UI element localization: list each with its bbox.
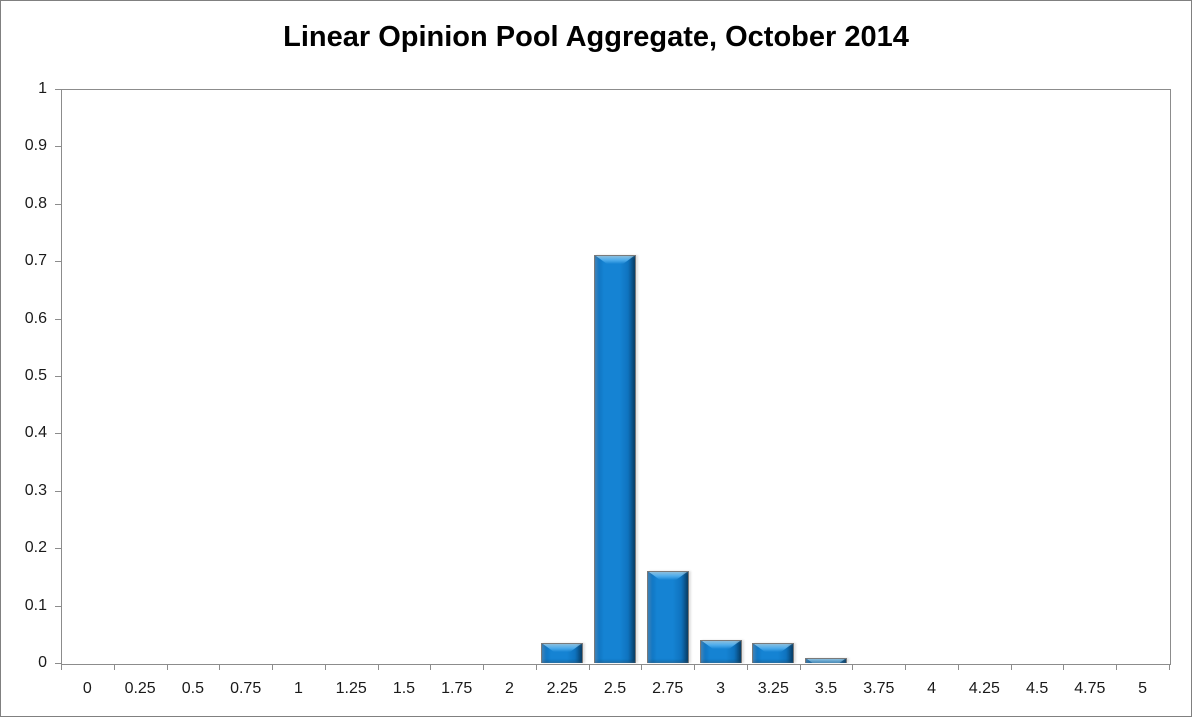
x-axis-tick-mark: [641, 664, 642, 670]
x-axis-tick-mark: [1116, 664, 1117, 670]
y-axis-tick-mark: [55, 663, 61, 664]
x-axis-tick-mark: [430, 664, 431, 670]
x-axis-tick-mark: [219, 664, 220, 670]
x-axis-tick-label: 5: [1138, 680, 1148, 697]
y-axis-tick-label: 0.5: [24, 367, 47, 384]
x-axis-tick-mark: [589, 664, 590, 670]
x-axis-tick-label: 4.5: [1025, 680, 1049, 697]
x-axis-tick-label: 3.75: [863, 680, 895, 697]
x-axis-tick-label: 2.75: [652, 680, 684, 697]
y-axis-tick-mark: [55, 319, 61, 320]
y-axis-tick-label: 0.8: [24, 194, 47, 212]
x-axis-tick-mark: [167, 664, 168, 670]
y-axis-tick-label: 0: [38, 654, 47, 671]
x-axis-tick-label: 1.25: [335, 680, 367, 697]
x-axis-tick-mark: [272, 664, 273, 670]
x-axis-tick-label: 1.5: [392, 680, 416, 697]
bar-2.75: [647, 571, 689, 663]
x-axis-tick-mark: [905, 664, 906, 670]
x-axis-tick-label: 0.75: [230, 680, 262, 697]
y-axis-tick-label: 0.2: [24, 539, 47, 557]
y-axis-tick-mark: [55, 548, 61, 549]
y-axis-tick-mark: [55, 433, 61, 434]
y-axis-tick-label: 1: [38, 80, 47, 97]
x-axis-tick-mark: [325, 664, 326, 670]
x-axis-tick-label: 4.25: [968, 680, 1000, 697]
x-axis-tick-mark: [852, 664, 853, 670]
x-axis-tick-mark: [114, 664, 115, 670]
y-axis-tick-label: 0.3: [24, 481, 47, 499]
x-axis-tick-mark: [378, 664, 379, 670]
x-axis-tick-mark: [747, 664, 748, 670]
x-axis-tick-label: 0.25: [124, 680, 156, 697]
x-axis-tick-label: 0: [82, 680, 92, 697]
y-axis-tick-label: 0.9: [24, 137, 47, 155]
bar-3: [700, 640, 742, 663]
x-axis-tick-label: 3.25: [757, 680, 789, 697]
x-axis-tick-label: 4: [927, 680, 937, 697]
x-axis-tick-mark: [800, 664, 801, 670]
x-axis-tick-label: 1: [293, 680, 303, 697]
bar-3.25: [752, 643, 794, 663]
x-axis-tick-label: 3: [716, 680, 725, 697]
x-axis-tick-mark: [1011, 664, 1012, 670]
x-axis-tick-mark: [694, 664, 695, 670]
x-axis-tick-mark: [61, 664, 62, 670]
x-axis-tick-label: 4.75: [1074, 680, 1106, 697]
x-axis-tick-mark: [1063, 664, 1064, 670]
y-axis-tick-mark: [55, 606, 61, 607]
x-axis-tick-mark: [483, 664, 484, 670]
x-axis-tick-mark: [958, 664, 959, 670]
chart-title: Linear Opinion Pool Aggregate, October 2…: [283, 21, 909, 53]
y-axis-tick-mark: [55, 89, 61, 90]
y-axis-tick-label: 0.1: [24, 596, 47, 614]
x-axis-tick-label: 0.5: [181, 680, 205, 697]
x-axis-tick-mark: [1169, 664, 1170, 670]
y-axis-tick-label: 0.4: [24, 424, 47, 442]
x-axis-tick-label: 3.5: [814, 680, 838, 697]
x-axis-tick-label: 2.5: [603, 680, 627, 697]
bar-2.25: [541, 643, 583, 663]
y-axis-tick-mark: [55, 261, 61, 262]
bar-3.5: [805, 658, 847, 663]
y-axis-tick-label: 0.6: [24, 309, 47, 327]
y-axis-tick-label: 0.7: [24, 252, 47, 270]
y-axis-tick-mark: [55, 491, 61, 492]
y-axis-tick-mark: [55, 376, 61, 377]
x-axis-tick-mark: [536, 664, 537, 670]
y-axis-tick-mark: [55, 146, 61, 147]
x-axis-tick-label: 2.25: [546, 680, 578, 697]
bar-2.5: [594, 255, 636, 663]
y-axis-tick-mark: [55, 204, 61, 205]
x-axis-tick-label: 1.75: [441, 680, 473, 697]
x-axis-tick-label: 2: [505, 680, 514, 697]
